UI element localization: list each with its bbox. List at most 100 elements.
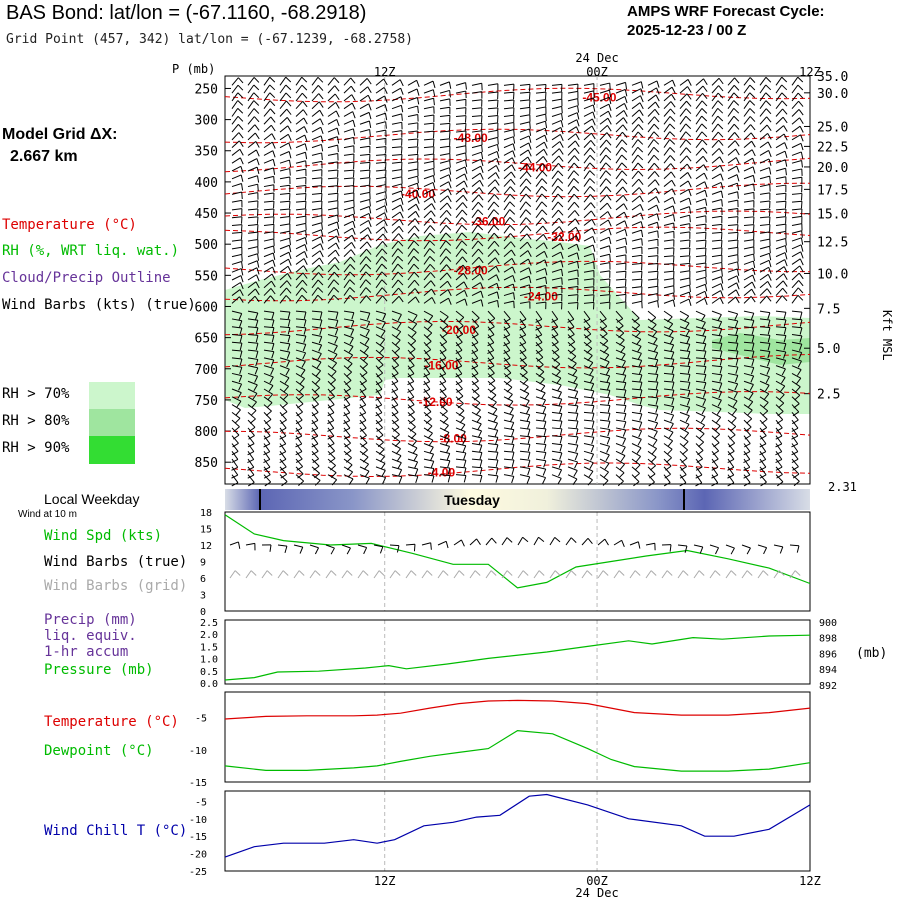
- wind-barb: [679, 411, 690, 417]
- wind-barb: [335, 249, 340, 257]
- wind-barb: [791, 318, 803, 321]
- wind-barb: [718, 321, 723, 329]
- wind-barb: [327, 169, 338, 172]
- wind-barb: [791, 92, 799, 102]
- wind-barb: [711, 419, 721, 427]
- wind-barb: [503, 300, 514, 304]
- wind-barb: [743, 200, 754, 203]
- wind-barb: [541, 185, 548, 192]
- rh90-swatch: [89, 436, 135, 464]
- wind-barb: [279, 310, 290, 313]
- wind-barb-grid: [698, 570, 705, 576]
- wind-barb: [775, 334, 786, 337]
- wind-barb: [231, 466, 239, 476]
- wind-barb: [391, 225, 400, 234]
- wind-barb: [631, 88, 642, 94]
- wind-barb-true: [461, 539, 465, 547]
- wind-barb: [583, 380, 594, 385]
- wind-barb: [407, 419, 416, 428]
- wind-barb: [439, 381, 447, 386]
- wind-barb: [311, 466, 320, 474]
- wind-barb: [542, 234, 548, 241]
- time-tick-label-bottom: 00Z: [586, 874, 608, 888]
- wind-barb: [784, 259, 788, 267]
- wind-barb: [327, 419, 335, 429]
- wind-barb: [583, 154, 591, 164]
- wind-barb: [231, 482, 239, 487]
- wind-barb: [759, 458, 767, 468]
- wind-barb: [423, 196, 433, 203]
- wind-barb: [685, 108, 692, 115]
- wind-barb: [763, 402, 769, 408]
- wind-barb: [767, 281, 772, 288]
- wind-barb: [752, 267, 756, 275]
- wind-barb: [567, 98, 578, 102]
- wind-barb: [447, 280, 452, 288]
- wind-barb: [519, 435, 531, 438]
- wind-barb-grid: [794, 570, 801, 576]
- wind-barb: [321, 222, 323, 230]
- wind-barb: [551, 404, 562, 407]
- temperature-line: [224, 699, 811, 720]
- wind-barb: [247, 288, 256, 296]
- wind-barb: [400, 190, 404, 198]
- wind-barb: [471, 290, 482, 297]
- wind-barb: [279, 388, 289, 396]
- wind-barb: [367, 86, 372, 94]
- temperature-contour: [224, 157, 811, 173]
- wind-barb: [535, 427, 547, 430]
- wind-barb: [479, 459, 483, 467]
- wind-barb: [270, 116, 276, 123]
- wind-barb: [791, 435, 799, 445]
- wind-barb: [413, 454, 418, 462]
- wind-barb: [279, 443, 286, 448]
- wind-barb: [567, 435, 578, 438]
- wind-barb: [240, 275, 244, 283]
- wind-barb: [621, 360, 626, 368]
- wind-barb: [365, 477, 370, 485]
- wind-barb: [527, 468, 531, 476]
- wind-barb: [573, 162, 580, 169]
- wind-barb: [391, 79, 401, 86]
- wind-barb: [423, 248, 431, 257]
- wind-barb: [631, 254, 642, 258]
- wind-barb-true: [645, 542, 655, 546]
- wind-barb: [782, 108, 788, 115]
- wind-barb-true: [430, 542, 432, 550]
- wind-barb: [776, 481, 784, 487]
- wind-barb: [535, 318, 543, 323]
- wind-barb: [439, 209, 448, 219]
- wind-barb: [711, 450, 719, 460]
- wind-barb: [327, 127, 338, 133]
- wind-barb: [647, 396, 658, 399]
- wind-barb: [398, 287, 404, 294]
- wind-barb: [263, 200, 274, 203]
- wind-barb: [311, 334, 322, 338]
- wind-barb: [759, 388, 769, 395]
- wind-barb: [423, 256, 431, 265]
- wind-barb: [385, 121, 387, 129]
- wind-barb: [471, 326, 479, 335]
- wind-barb: [327, 435, 335, 444]
- wind-barb: [302, 344, 307, 352]
- wind-barb: [711, 77, 720, 86]
- wind-barb: [428, 315, 434, 322]
- wind-barb: [295, 435, 303, 445]
- wind-barb: [711, 269, 722, 273]
- wind-barb: [785, 238, 787, 246]
- wind-barb: [765, 84, 772, 91]
- wind-barb: [543, 148, 548, 156]
- wind-barb: [327, 388, 335, 397]
- wind-barb: [687, 366, 691, 374]
- wind-barb: [631, 458, 641, 466]
- wind-barb: [368, 112, 372, 120]
- wind-barb: [647, 139, 655, 148]
- wind-barb: [343, 466, 353, 473]
- wind-barb: [448, 81, 452, 89]
- wind-barb: [237, 115, 244, 122]
- wind-barb: [719, 366, 723, 374]
- wind-barb: [503, 150, 514, 156]
- wind-barb: [759, 349, 770, 352]
- wind-barb: [495, 257, 500, 264]
- wind-barb: [439, 122, 451, 125]
